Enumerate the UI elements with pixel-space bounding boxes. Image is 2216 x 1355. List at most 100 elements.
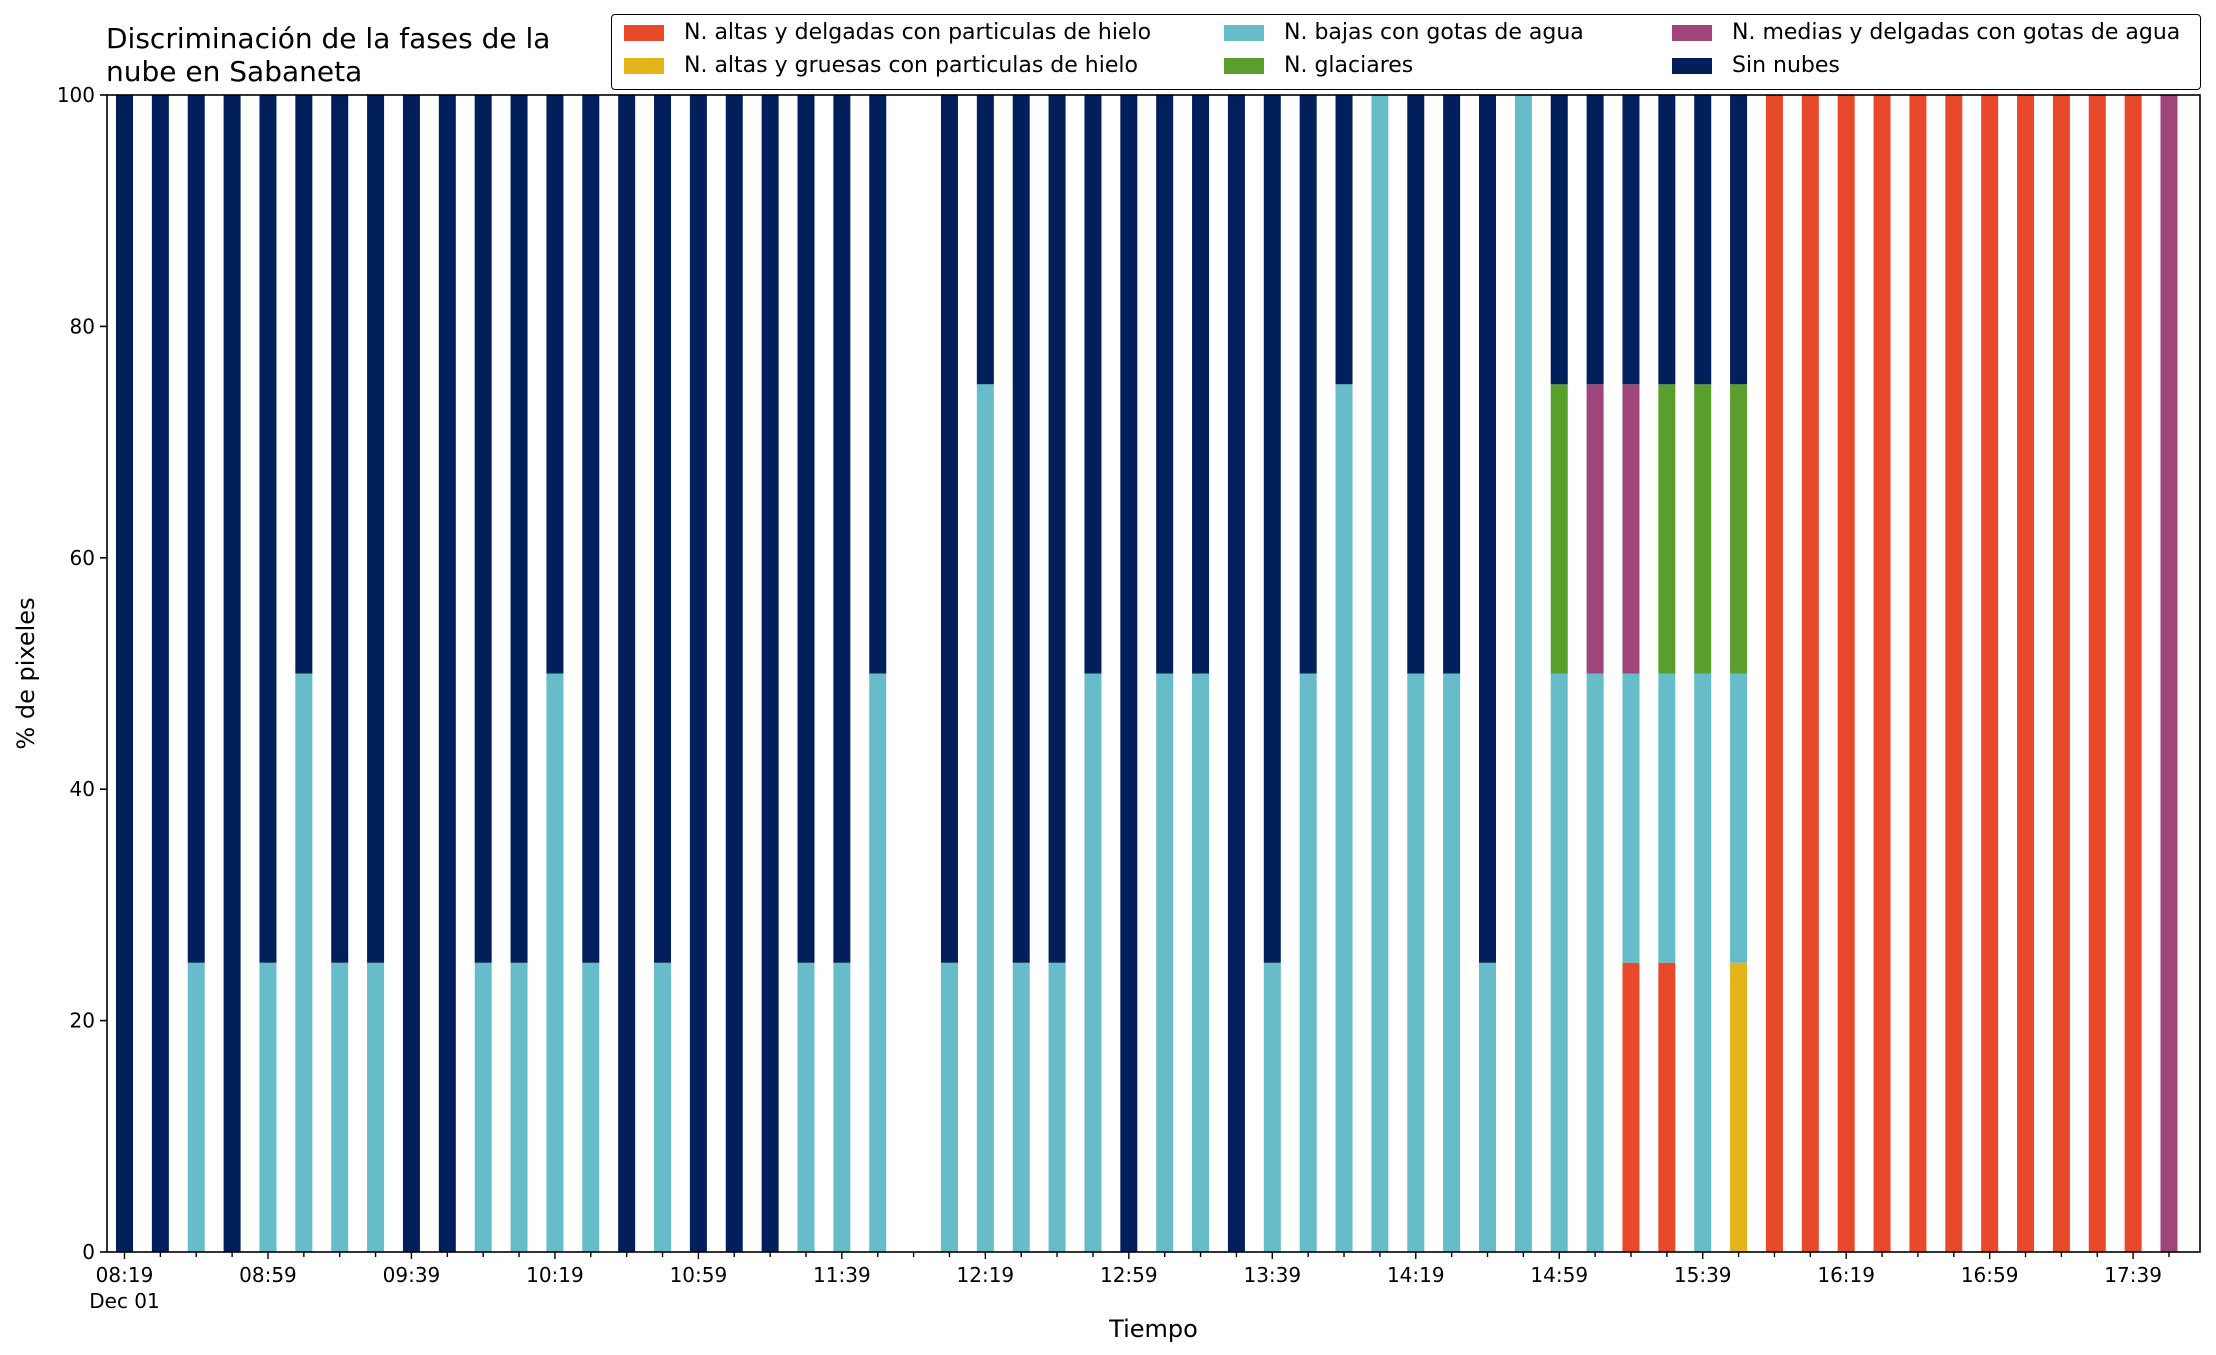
bar-segment-sin_nubes-1049: [654, 95, 672, 963]
chart-title: Discriminación de la fases de la nube en…: [106, 22, 550, 88]
bar-segment-sin_nubes-0849: [223, 95, 241, 1252]
bar-segment-medias-1749: [2160, 95, 2178, 1252]
bar-segment-bajas-1139: [833, 962, 851, 1252]
bar-segment-altas_delgadas-1649: [1945, 95, 1963, 1252]
bar-segment-glaciares-1539: [1694, 384, 1712, 674]
bars-layer: [116, 95, 2178, 1252]
bar-segment-altas_delgadas-1739: [2124, 95, 2142, 1252]
bar-segment-bajas-0959: [474, 962, 492, 1252]
legend-swatch: [624, 58, 664, 74]
bar-segment-bajas-1459: [1550, 673, 1568, 1252]
bar-segment-bajas-1419: [1407, 673, 1425, 1252]
bar-segment-sin_nubes-1119: [761, 95, 779, 1252]
bar-segment-bajas-1509: [1586, 673, 1604, 1252]
bar-segment-bajas-1449: [1514, 95, 1532, 1252]
bar-segment-sin_nubes-1439: [1479, 95, 1496, 963]
bar-segment-sin_nubes-1209: [940, 95, 958, 963]
x-tick-label: 17:39: [2104, 1263, 2162, 1287]
chart-title-line-2: nube en Sabaneta: [106, 55, 363, 88]
y-tick-label: 20: [70, 1009, 95, 1033]
bar-segment-bajas-1249: [1084, 673, 1102, 1252]
bar-segment-sin_nubes-0939: [402, 95, 420, 1252]
bar-segment-sin_nubes-1359: [1335, 95, 1353, 385]
legend-swatch: [1672, 58, 1712, 74]
legend-label: N. altas y delgadas con particulas de hi…: [684, 20, 1152, 45]
bar-segment-altas_delgadas-1719: [2052, 95, 2070, 1252]
bar-segment-medias-1509: [1586, 384, 1604, 674]
bar-segment-bajas-1529: [1658, 673, 1676, 963]
x-tick-label: 08:19: [96, 1263, 154, 1287]
bar-segment-bajas-1339: [1263, 962, 1281, 1252]
bar-segment-sin_nubes-1519: [1622, 95, 1640, 385]
bar-segment-sin_nubes-1319: [1192, 95, 1210, 674]
bar-segment-altas_delgadas-1559: [1765, 95, 1783, 1252]
bar-segment-altas_delgadas-1729: [2088, 95, 2106, 1252]
bar-segment-altas_delgadas-1519: [1622, 962, 1640, 1252]
legend: N. altas y delgadas con particulas de hi…: [611, 14, 2201, 90]
y-tick-label: 0: [82, 1240, 95, 1264]
bar-segment-bajas-1129: [797, 962, 815, 1252]
x-tick-label: 08:59: [239, 1263, 297, 1287]
legend-label: Sin nubes: [1732, 53, 1840, 78]
bar-segment-altas_delgadas-1639: [1909, 95, 1927, 1252]
bar-segment-bajas-1049: [654, 962, 672, 1252]
bar-segment-bajas-1319: [1192, 673, 1210, 1252]
x-axis-label: Tiempo: [1108, 1315, 1198, 1343]
x-tick-label: 16:19: [1817, 1263, 1875, 1287]
bar-segment-sin_nubes-1009: [510, 95, 528, 963]
plot-frame: [106, 94, 2201, 1253]
x-tick-date-label: Dec 01: [89, 1289, 160, 1313]
x-tick-label: 10:19: [526, 1263, 584, 1287]
bar-segment-sin_nubes-1039: [618, 95, 636, 1252]
y-tick-label: 100: [57, 83, 95, 107]
bar-segment-sin_nubes-1329: [1227, 95, 1245, 1252]
bar-segment-altas_delgadas-1619: [1837, 95, 1855, 1252]
x-tick-label: 14:59: [1530, 1263, 1588, 1287]
bar-segment-bajas-1019: [546, 673, 564, 1252]
bar-segment-sin_nubes-1349: [1299, 95, 1317, 674]
bar-segment-sin_nubes-1249: [1084, 95, 1102, 674]
bar-segment-bajas-1359: [1335, 384, 1353, 1252]
legend-label: N. glaciares: [1284, 53, 1414, 78]
bar-segment-sin_nubes-1539: [1694, 95, 1712, 385]
x-tick-label: 12:59: [1100, 1263, 1158, 1287]
bar-segment-bajas-0839: [187, 962, 205, 1252]
bar-segment-sin_nubes-0949: [438, 95, 456, 1252]
legend-swatch: [1672, 25, 1712, 41]
x-tick-label: 11:39: [813, 1263, 871, 1287]
legend-swatch: [624, 25, 664, 41]
bar-segment-bajas-1029: [582, 962, 600, 1252]
bar-segment-sin_nubes-1309: [1156, 95, 1174, 674]
bar-segment-bajas-1229: [1012, 962, 1030, 1252]
x-tick-label: 16:59: [1961, 1263, 2019, 1287]
bar-segment-sin_nubes-1459: [1550, 95, 1568, 385]
y-axis: 0 20 40 60 80 100: [57, 83, 107, 1264]
bar-segment-sin_nubes-1059: [689, 95, 707, 1252]
bar-segment-glaciares-1529: [1658, 384, 1676, 674]
bar-segment-sin_nubes-1019: [546, 95, 564, 674]
bar-segment-sin_nubes-1239: [1048, 95, 1066, 963]
bar-segment-sin_nubes-1109: [725, 95, 743, 1252]
bar-segment-bajas-1149: [869, 673, 887, 1252]
y-axis-label: % de pixeles: [12, 597, 40, 749]
bar-segment-sin_nubes-0819: [116, 95, 133, 1252]
bar-segment-sin_nubes-1509: [1586, 95, 1604, 385]
bar-segment-sin_nubes-0929: [367, 95, 385, 963]
bar-segment-sin_nubes-0839: [187, 95, 205, 963]
bar-segment-bajas-1219: [976, 384, 994, 1252]
bar-segment-sin_nubes-0859: [259, 95, 277, 963]
bar-segment-bajas-0919: [331, 962, 349, 1252]
y-tick-label: 80: [70, 314, 95, 338]
legend-swatch: [1224, 58, 1264, 74]
x-tick-label: 15:39: [1674, 1263, 1732, 1287]
bar-segment-bajas-1239: [1048, 962, 1066, 1252]
bar-segment-glaciares-1549: [1730, 384, 1748, 674]
bar-segment-sin_nubes-1549: [1730, 95, 1748, 385]
bar-segment-bajas-1409: [1371, 95, 1389, 1252]
bar-segment-sin_nubes-1229: [1012, 95, 1030, 963]
x-tick-label: 14:19: [1387, 1263, 1445, 1287]
bar-segment-bajas-0929: [367, 962, 385, 1252]
bar-segment-altas_delgadas-1659: [1981, 95, 1999, 1252]
bar-segment-altas_gruesas-1549: [1730, 962, 1748, 1252]
